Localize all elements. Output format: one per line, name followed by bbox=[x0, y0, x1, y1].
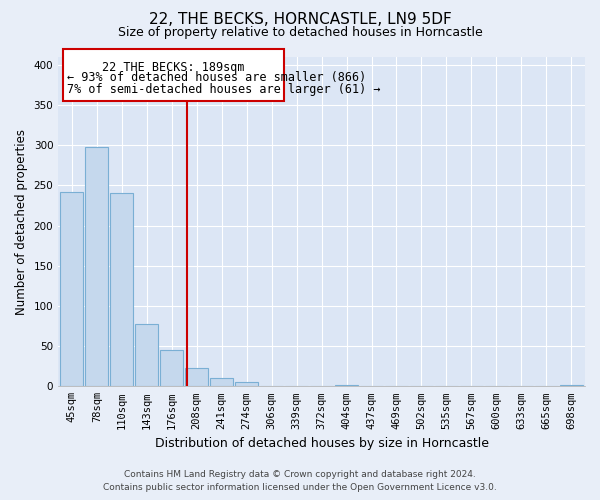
Bar bbox=[110, 194, 133, 386]
Text: 22, THE BECKS, HORNCASTLE, LN9 5DF: 22, THE BECKS, HORNCASTLE, LN9 5DF bbox=[149, 12, 451, 28]
Bar bbox=[160, 350, 183, 387]
X-axis label: Distribution of detached houses by size in Horncastle: Distribution of detached houses by size … bbox=[155, 437, 488, 450]
Text: 7% of semi-detached houses are larger (61) →: 7% of semi-detached houses are larger (6… bbox=[67, 84, 380, 96]
Bar bbox=[61, 192, 83, 386]
Text: Contains HM Land Registry data © Crown copyright and database right 2024.
Contai: Contains HM Land Registry data © Crown c… bbox=[103, 470, 497, 492]
Bar bbox=[85, 147, 109, 386]
Bar bbox=[185, 368, 208, 386]
Y-axis label: Number of detached properties: Number of detached properties bbox=[15, 128, 28, 314]
Bar bbox=[235, 382, 258, 386]
Bar bbox=[335, 384, 358, 386]
Bar bbox=[560, 384, 583, 386]
Text: Size of property relative to detached houses in Horncastle: Size of property relative to detached ho… bbox=[118, 26, 482, 39]
Text: 22 THE BECKS: 189sqm: 22 THE BECKS: 189sqm bbox=[103, 61, 245, 74]
FancyBboxPatch shape bbox=[63, 49, 284, 101]
Bar bbox=[210, 378, 233, 386]
Bar bbox=[136, 324, 158, 386]
Text: ← 93% of detached houses are smaller (866): ← 93% of detached houses are smaller (86… bbox=[67, 70, 366, 84]
